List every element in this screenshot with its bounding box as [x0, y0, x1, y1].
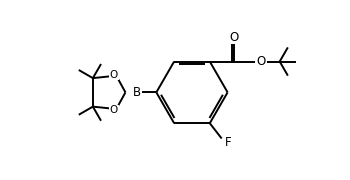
Text: O: O [257, 55, 266, 68]
Text: B: B [133, 86, 141, 99]
Text: O: O [110, 70, 118, 80]
Text: F: F [224, 136, 231, 149]
Text: O: O [110, 105, 118, 115]
Text: O: O [230, 31, 239, 44]
